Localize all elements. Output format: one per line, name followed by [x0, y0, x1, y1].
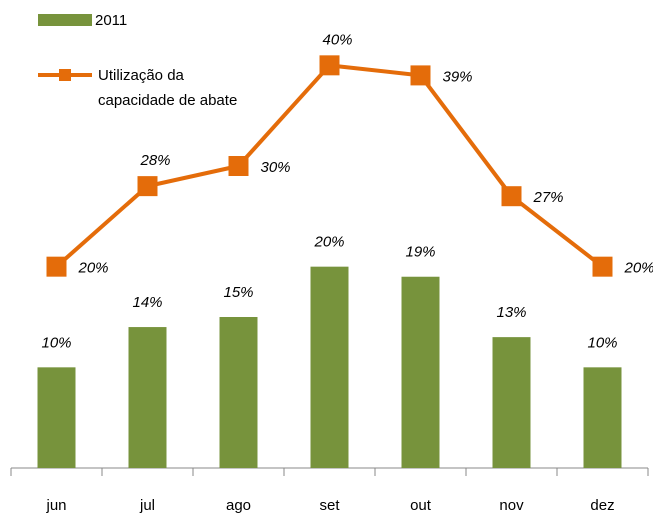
- marker: [46, 256, 67, 277]
- x-tick-label: jul: [139, 497, 155, 514]
- marker: [137, 176, 158, 197]
- data-label: 40%: [322, 31, 352, 48]
- data-label: 30%: [261, 159, 291, 176]
- marker: [319, 55, 340, 76]
- data-label: 15%: [223, 284, 253, 301]
- data-label: 10%: [587, 334, 617, 351]
- legend-marker: [59, 69, 71, 81]
- data-label: 10%: [41, 334, 71, 351]
- data-label: 19%: [405, 244, 435, 261]
- data-label: 14%: [132, 294, 162, 311]
- bar: [310, 266, 349, 468]
- data-label: 39%: [443, 68, 473, 85]
- x-tick-label: dez: [590, 497, 614, 514]
- legend-swatch: [38, 14, 92, 26]
- bar: [37, 367, 76, 468]
- marker: [228, 156, 249, 176]
- bar: [128, 327, 167, 468]
- marker: [592, 256, 613, 277]
- data-label: 27%: [533, 189, 564, 206]
- x-tick-label: out: [410, 497, 432, 514]
- x-tick-label: set: [319, 497, 340, 514]
- data-label: 28%: [139, 152, 170, 169]
- data-label: 20%: [624, 260, 653, 277]
- x-tick-label: nov: [499, 497, 524, 514]
- bar: [583, 367, 622, 468]
- x-tick-label: ago: [226, 497, 251, 514]
- legend-label: Utilização da capacidade de abate: [98, 67, 238, 109]
- data-label: 20%: [313, 234, 344, 251]
- data-label: 13%: [496, 304, 526, 321]
- bar: [219, 317, 258, 468]
- marker: [501, 186, 522, 207]
- marker: [410, 65, 431, 86]
- bar: [492, 337, 531, 468]
- bar: [401, 276, 440, 468]
- x-tick-label: jun: [45, 497, 66, 514]
- legend-label: 2011: [95, 12, 128, 29]
- data-label: 20%: [78, 260, 109, 277]
